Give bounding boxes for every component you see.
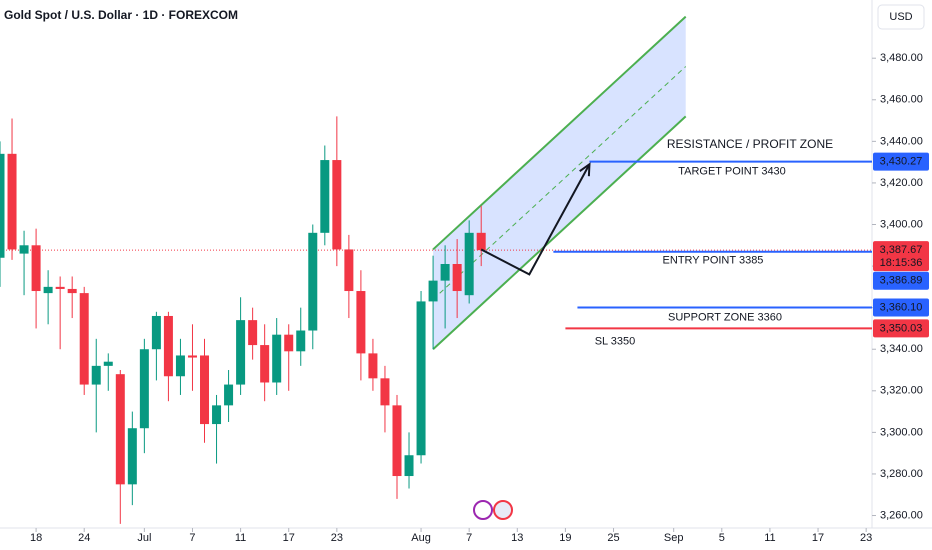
candle-body xyxy=(55,286,65,289)
candle-body xyxy=(440,264,450,281)
candle-body xyxy=(284,334,294,352)
x-tick-label: 17 xyxy=(812,532,824,544)
candle-body xyxy=(187,355,197,358)
x-tick-label: 11 xyxy=(235,532,246,544)
event-icon[interactable] xyxy=(493,500,513,520)
currency[interactable]: USD xyxy=(889,11,912,23)
currency-button[interactable] xyxy=(877,4,925,30)
x-tick-label: 24 xyxy=(78,532,90,544)
price-tag-label: 3,386.89 xyxy=(880,275,923,287)
price-tag-label: 3,360.10 xyxy=(880,301,923,313)
projection-path xyxy=(480,163,591,276)
x-tick-label: 18 xyxy=(30,532,42,544)
projection-arrowhead xyxy=(579,162,591,177)
candle-body xyxy=(404,455,414,477)
price-tag xyxy=(873,241,929,272)
candle-body xyxy=(380,378,390,406)
candle-body xyxy=(103,361,113,366)
candle-body xyxy=(296,330,306,352)
candle-body xyxy=(212,405,222,425)
candle-body xyxy=(151,315,161,350)
candle-body xyxy=(428,280,438,302)
price-tag-label: 3,430.27 xyxy=(880,155,923,167)
channel-line xyxy=(432,15,687,251)
candle-body xyxy=(0,153,5,258)
y-tick-label: 3,320.00 xyxy=(880,385,923,397)
channel-midline xyxy=(432,66,687,300)
x-tick-label: 7 xyxy=(189,532,195,544)
candle-body xyxy=(332,160,342,250)
candle-body xyxy=(127,428,137,485)
candle-body xyxy=(67,288,77,294)
candle-body xyxy=(224,384,234,406)
x-tick-label: Aug xyxy=(411,532,431,544)
candle-body xyxy=(43,286,53,294)
price-tag-label: 3,387.67 xyxy=(880,244,923,256)
candle-body xyxy=(200,355,210,425)
plot: TARGET POINT 3430 ENTRY POINT 3385 SUPPORT… xyxy=(0,15,872,524)
candle-body xyxy=(464,232,474,296)
x-tick-label: 5 xyxy=(719,532,725,544)
price-tag xyxy=(873,319,929,338)
y-tick-label: 3,480.00 xyxy=(880,52,923,64)
y-tick-label: 3,400.00 xyxy=(880,218,923,230)
candle-body xyxy=(272,334,282,383)
candle-body xyxy=(308,232,318,331)
candle-body xyxy=(163,315,173,377)
channel-line xyxy=(432,115,687,350)
candle-body xyxy=(368,353,378,379)
countdown: 18:15:36 xyxy=(880,257,923,269)
candle-body xyxy=(416,301,426,456)
candle-body xyxy=(260,345,270,383)
x-tick-label: 19 xyxy=(559,532,571,544)
candle-body xyxy=(452,264,462,292)
x-tick-label: 13 xyxy=(511,532,523,544)
x-tick-label: 25 xyxy=(607,532,619,544)
price-tag xyxy=(873,298,929,317)
candle-body xyxy=(115,374,125,485)
price-tag xyxy=(873,271,929,290)
x-tick-label: 11 xyxy=(764,532,775,544)
candle-body xyxy=(236,320,246,385)
x-tick-label: 23 xyxy=(331,532,343,544)
level-label: SL 3350 xyxy=(595,335,636,347)
candle-body xyxy=(356,291,366,354)
price-tag xyxy=(873,152,929,171)
level-label: TARGET POINT 3430 xyxy=(678,165,786,177)
candle-body xyxy=(139,349,149,429)
candle-body xyxy=(79,293,89,385)
candle-body xyxy=(91,365,101,385)
y-tick-label: 3,300.00 xyxy=(880,426,923,438)
price-tag-label: 3,350.03 xyxy=(880,322,923,334)
candle-body xyxy=(344,249,354,292)
level-label: SUPPORT ZONE 3360 xyxy=(668,311,782,323)
candle-body xyxy=(7,153,17,250)
x-tick-label: Sep xyxy=(664,532,684,544)
candle-body xyxy=(476,232,486,251)
event-icon[interactable] xyxy=(473,500,493,520)
candle-body xyxy=(392,405,402,477)
zone-label: RESISTANCE / PROFIT ZONE xyxy=(667,137,833,151)
candle-body xyxy=(320,160,330,233)
y-tick-label: 3,420.00 xyxy=(880,177,923,189)
y-tick-label: 3,460.00 xyxy=(880,94,923,106)
candle-body xyxy=(248,320,258,346)
x-tick-label: 17 xyxy=(283,532,295,544)
candle-body xyxy=(19,245,29,254)
candle-body xyxy=(175,355,185,377)
y-tick-label: 3,260.00 xyxy=(880,509,923,521)
y-tick-label: 3,280.00 xyxy=(880,468,923,480)
y-tick-label: 3,440.00 xyxy=(880,135,923,147)
y-tick-label: 3,340.00 xyxy=(880,343,923,355)
x-tick-label: 23 xyxy=(860,532,872,544)
x-tick-label: Jul xyxy=(137,532,151,544)
level-label: ENTRY POINT 3385 xyxy=(663,255,764,267)
chart-title: Gold Spot / U.S. Dollar · 1D · FOREXCOM xyxy=(4,8,238,22)
x-tick-label: 7 xyxy=(466,532,472,544)
candle-body xyxy=(31,245,41,292)
